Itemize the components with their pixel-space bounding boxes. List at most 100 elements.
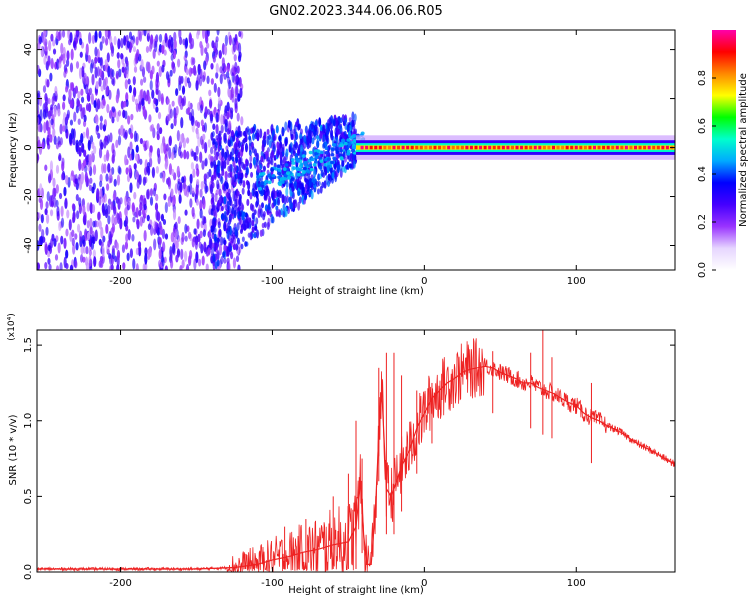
spectrogram-cell — [579, 145, 583, 150]
spectrogram-cell — [253, 209, 257, 215]
spectrogram-cell — [75, 61, 80, 69]
spectrogram-cell — [147, 61, 151, 72]
spectrogram-cell — [661, 145, 665, 150]
spectrogram-cell — [133, 163, 137, 170]
spectrogram-cell — [74, 233, 78, 240]
spectrogram-cell — [282, 156, 286, 166]
spectrogram-cell — [208, 99, 213, 109]
spectrogram-cell — [268, 138, 272, 148]
spectrogram-cell — [282, 167, 287, 171]
spectrogram-cell — [98, 219, 102, 228]
spectrogram-cell — [267, 180, 272, 185]
spectrogram-cell — [47, 250, 51, 258]
spectrogram-cell — [352, 159, 356, 169]
spectrogram-cell — [232, 257, 237, 269]
spectrogram-cell — [248, 135, 252, 141]
spectrogram-cell — [237, 151, 241, 159]
spectrogram-cell — [252, 182, 256, 192]
spectrogram-cell — [308, 150, 313, 155]
spectrogram-cell — [106, 103, 110, 114]
spectrogram-cell — [336, 159, 340, 166]
spectrogram-cell — [48, 263, 52, 270]
spectrogram-cell — [228, 120, 232, 131]
spectrogram-cell — [220, 213, 224, 221]
spectrogram-cell — [135, 169, 139, 179]
spectrogram-cell — [69, 119, 74, 126]
spectrogram-cell — [213, 155, 217, 162]
spectrogram-cell — [53, 187, 57, 198]
spectrogram-cell — [226, 101, 230, 112]
spectrogram-cell — [238, 130, 242, 139]
spectrogram-cell — [308, 129, 312, 136]
spectrogram-cell — [218, 130, 222, 137]
spectrogram-cell — [107, 162, 111, 173]
spectrogram-cell — [236, 112, 240, 122]
spectrogram-cell — [283, 174, 288, 178]
spectrogram-cell — [123, 207, 128, 216]
spectrogram-cell — [506, 145, 510, 150]
spectrogram-cell — [58, 221, 62, 232]
spectrogram-cell — [350, 148, 355, 153]
spectrogram-cell — [266, 135, 270, 146]
spectrogram-cell — [222, 251, 226, 258]
spectrogram-cell — [297, 123, 301, 130]
spectrogram-cell — [215, 36, 219, 43]
spectrogram-cell — [125, 233, 129, 243]
spectrogram-cell — [77, 118, 81, 125]
spectrogram-cell — [205, 263, 209, 270]
spectrogram-cell — [59, 123, 63, 135]
spectrogram-cell — [218, 188, 222, 197]
spectrogram-cell — [61, 161, 65, 172]
spectrogram-cell — [84, 75, 88, 86]
spectrogram-cell — [143, 143, 147, 152]
spectrogram-cell — [94, 30, 98, 42]
spectrogram-cell — [199, 151, 203, 163]
spectrogram-cell — [160, 93, 164, 105]
spectrogram-cell — [583, 145, 587, 150]
spectrogram-cell — [98, 30, 102, 39]
spectrogram-cell — [286, 176, 291, 180]
spectrogram-cell — [87, 139, 91, 151]
spectrogram-cell — [297, 190, 301, 197]
spectrogram-cell — [114, 255, 118, 263]
spectrogram-cell — [39, 183, 43, 195]
spectrogram-cell — [89, 201, 93, 213]
spectrogram-cell — [98, 196, 102, 206]
spectrogram-cell — [339, 148, 344, 153]
spectrogram-cell — [88, 153, 92, 166]
spectrogram-cell — [271, 216, 275, 224]
spectrogram-cell — [101, 35, 105, 44]
spectrogram-cell — [194, 237, 198, 250]
spectrogram-cell — [442, 145, 446, 150]
x-tick-label: -200 — [109, 276, 132, 287]
spectrogram-cell — [113, 206, 117, 215]
spectrogram-cell — [124, 79, 128, 90]
spectrogram-cell — [184, 209, 188, 216]
spectrogram-cell — [100, 141, 104, 150]
spectrogram-cell — [302, 166, 307, 171]
spectrogram-cell — [125, 60, 129, 67]
spectrogram-cell — [231, 234, 235, 244]
spectrogram-cell — [336, 145, 340, 153]
spectrogram-cell — [510, 145, 514, 150]
spectrogram-cell — [104, 135, 108, 142]
spectrogram-cell — [298, 196, 302, 204]
spectrogram-cell — [292, 131, 296, 141]
spectrogram-cell — [38, 223, 42, 232]
spectrogram-cell — [170, 123, 174, 130]
spectrogram-cell — [234, 165, 238, 172]
spectrogram-cell — [191, 206, 195, 218]
spectrogram-cell — [174, 143, 178, 154]
spectrogram-cell — [285, 195, 289, 204]
spectrogram-cell — [277, 175, 282, 180]
spectrogram-cell — [615, 145, 619, 150]
spectrogram-cell — [238, 210, 242, 217]
spectrogram-cell — [218, 197, 222, 204]
spectrogram-cell — [324, 146, 329, 151]
spectrogram-cell — [224, 34, 228, 46]
spectrogram-cell — [244, 134, 248, 143]
spectrogram-cell — [249, 192, 253, 200]
spectrogram-cell — [105, 183, 110, 191]
spectrogram-cell — [260, 202, 264, 209]
spectrogram-cell — [174, 228, 178, 239]
